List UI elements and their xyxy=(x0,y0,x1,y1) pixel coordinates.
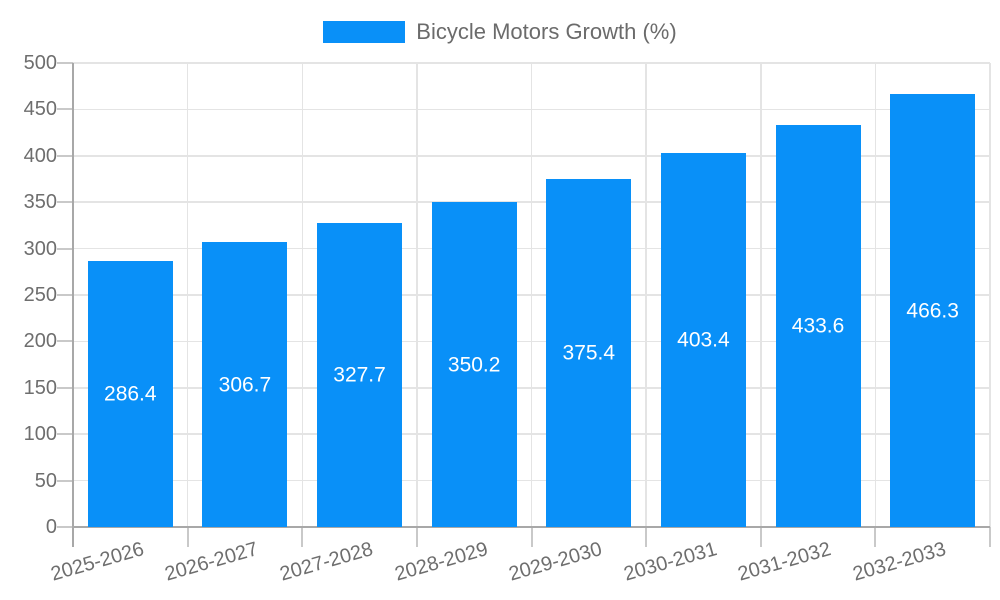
y-tick-label: 100 xyxy=(23,423,57,446)
gridline-v xyxy=(645,63,647,527)
y-tick-label: 150 xyxy=(23,376,57,399)
bar-value-label: 466.3 xyxy=(906,299,959,323)
gridline-v xyxy=(989,63,991,527)
y-tick-label: 450 xyxy=(23,98,57,121)
x-tick-label: 2031-2032 xyxy=(735,538,834,586)
x-tick-label: 2025-2026 xyxy=(48,538,147,586)
gridline-v xyxy=(186,63,189,527)
chart-legend: Bicycle Motors Growth (%) xyxy=(0,19,1000,45)
y-tick-label: 300 xyxy=(23,237,57,260)
x-tick xyxy=(759,527,762,547)
y-tick-label: 250 xyxy=(23,284,57,306)
gridline-v xyxy=(760,63,762,527)
bar: 306.7 xyxy=(202,242,288,527)
y-tick xyxy=(57,479,73,482)
gridline-v xyxy=(530,63,533,527)
y-tick xyxy=(57,340,73,343)
bar-value-label: 286.4 xyxy=(104,382,157,406)
bar: 375.4 xyxy=(546,178,632,527)
y-tick-label: 400 xyxy=(23,144,57,167)
y-tick-label: 0 xyxy=(45,516,57,538)
y-tick xyxy=(57,247,73,250)
bar-value-label: 327.7 xyxy=(333,363,386,387)
y-tick-label: 200 xyxy=(23,330,57,353)
x-axis-line xyxy=(73,526,990,528)
x-tick-label: 2030-2031 xyxy=(621,538,720,586)
bar: 286.4 xyxy=(87,261,173,527)
y-tick xyxy=(57,154,73,157)
legend-label: Bicycle Motors Growth (%) xyxy=(416,19,677,44)
x-tick xyxy=(530,527,533,547)
gridline-v xyxy=(301,63,303,527)
x-tick xyxy=(301,527,304,547)
gridline-v xyxy=(874,63,877,527)
x-tick xyxy=(874,527,877,547)
x-tick xyxy=(186,527,189,547)
y-tick xyxy=(57,108,73,111)
y-tick xyxy=(57,294,73,296)
gridline-v xyxy=(416,63,418,527)
y-tick xyxy=(57,62,73,64)
y-tick-label: 50 xyxy=(34,469,57,492)
bar: 403.4 xyxy=(660,152,746,527)
y-tick xyxy=(57,201,73,204)
x-tick-label: 2029-2030 xyxy=(506,538,605,586)
y-tick xyxy=(57,526,73,528)
bar-value-label: 375.4 xyxy=(562,341,616,365)
plot-area: 0 50 100 150 200 250 300 350 400 450 500 286.4 306.7… xyxy=(24,53,991,586)
x-tick xyxy=(415,527,418,547)
bar: 433.6 xyxy=(775,124,861,527)
bar: 466.3 xyxy=(890,94,976,527)
bar-value-label: 403.4 xyxy=(677,328,730,352)
x-tick-label: 2026-2027 xyxy=(162,538,261,586)
bar-value-label: 306.7 xyxy=(218,373,272,397)
x-tick-label: 2032-2033 xyxy=(850,538,949,586)
bar-value-label: 350.2 xyxy=(447,353,501,376)
x-tick-label: 2027-2028 xyxy=(277,538,376,586)
y-tick-label: 500 xyxy=(23,52,57,74)
y-tick xyxy=(57,433,73,436)
legend-swatch xyxy=(323,21,406,43)
bar: 350.2 xyxy=(431,202,517,527)
x-tick xyxy=(645,527,648,547)
x-tick-label: 2028-2029 xyxy=(391,538,490,586)
y-axis-line xyxy=(72,63,74,547)
y-tick xyxy=(57,386,73,389)
bar-value-label: 433.6 xyxy=(791,314,845,338)
x-tick xyxy=(989,527,991,547)
bar: 327.7 xyxy=(317,222,403,527)
y-tick-label: 350 xyxy=(23,191,57,214)
